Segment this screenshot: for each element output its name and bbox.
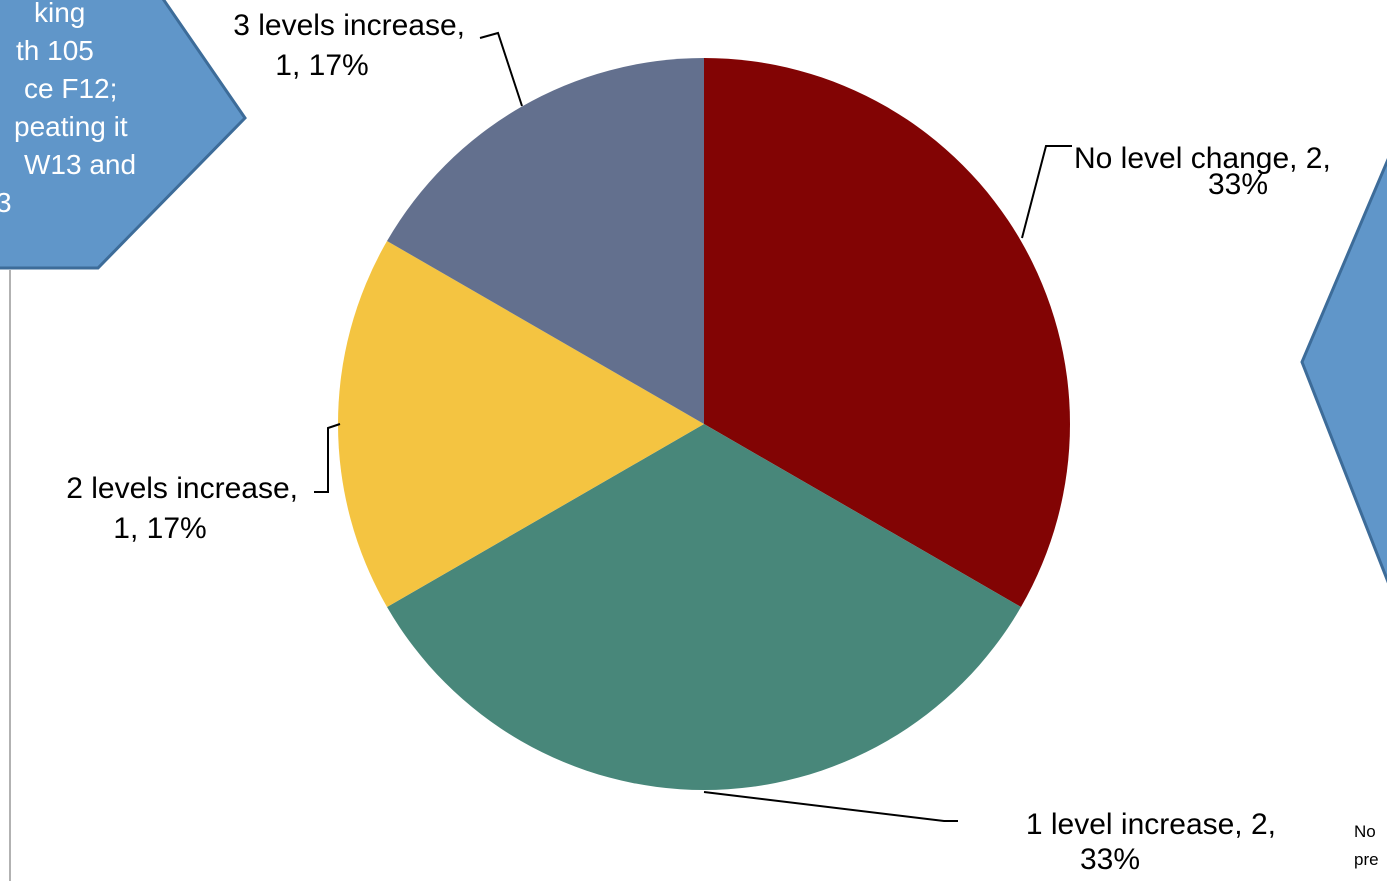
leader-line xyxy=(703,791,958,822)
left-callout-line: king xyxy=(34,0,86,28)
data-label: 2 levels increase, xyxy=(66,472,298,505)
right-note-line: pre xyxy=(1354,850,1379,869)
pie-slice-1-level-increase xyxy=(387,424,1021,790)
pie-slices xyxy=(338,57,1070,790)
pie-slice-3-levels-increase xyxy=(387,57,704,424)
left-callout-line: th 105 xyxy=(16,35,94,66)
pie-slice-no-level-change xyxy=(704,58,1070,607)
data-label: 3 levels increase, xyxy=(233,9,465,42)
leader-line xyxy=(1021,145,1072,239)
leader-lines xyxy=(314,31,1072,822)
data-label: 1 level increase, 2, xyxy=(1026,808,1276,841)
left-callout-line: ce F12; xyxy=(24,73,118,104)
leader-line xyxy=(479,31,523,107)
data-labels: No level change, 2,33%1 level increase, … xyxy=(66,9,1331,876)
left-callout-shape xyxy=(0,0,247,270)
data-label: 1, 17% xyxy=(113,512,206,545)
right-note-line: No xyxy=(1354,822,1376,841)
leader-line xyxy=(314,423,341,493)
data-label: 33% xyxy=(1208,168,1268,201)
left-callout-line: peating it xyxy=(14,111,128,142)
left-callout-line: 3 xyxy=(0,187,12,218)
data-label: No level change, 2, xyxy=(1074,142,1331,175)
left-callout-line: W13 and xyxy=(24,149,137,180)
data-label: 1, 17% xyxy=(275,49,368,82)
right-callout-shape xyxy=(1300,157,1387,584)
data-label: 33% xyxy=(1080,843,1140,876)
pie-slice-2-levels-increase xyxy=(338,241,704,607)
